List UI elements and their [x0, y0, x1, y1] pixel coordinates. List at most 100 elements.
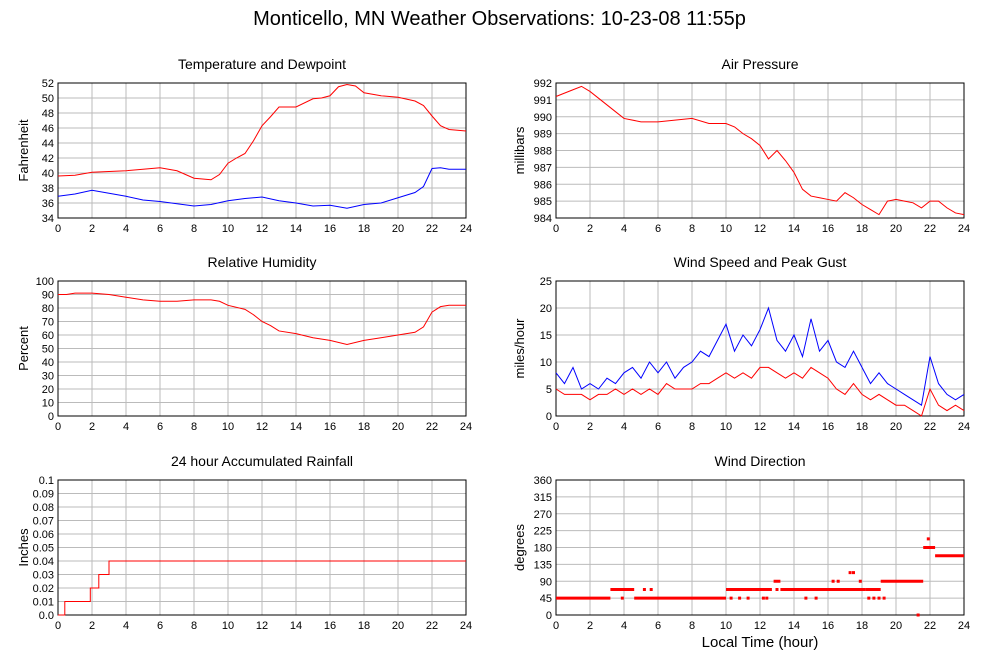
chart-title: Air Pressure	[721, 56, 798, 72]
x-tick-label: 16	[324, 421, 336, 433]
chart-title: Relative Humidity	[208, 254, 317, 270]
x-tick-label: 10	[222, 223, 234, 235]
y-axis-label: miles/hour	[512, 318, 527, 379]
y-tick-label: 270	[534, 509, 552, 521]
x-tick-label: 6	[157, 223, 163, 235]
y-tick-label: 360	[534, 475, 552, 487]
direction-point	[852, 571, 855, 575]
y-tick-label: 48	[42, 108, 54, 120]
y-tick-label: 0.02	[33, 583, 54, 595]
x-tick-label: 8	[689, 223, 695, 235]
direction-point	[761, 596, 765, 600]
y-axis-label: degrees	[512, 524, 527, 571]
y-tick-label: 36	[42, 198, 54, 210]
x-tick-label: 14	[788, 223, 800, 235]
x-tick-label: 24	[460, 620, 472, 632]
x-tick-label: 10	[222, 620, 234, 632]
series-line-0	[58, 292, 466, 345]
y-tick-label: 52	[42, 78, 54, 90]
x-tick-label: 10	[222, 421, 234, 433]
y-axis-label: Inches	[16, 528, 31, 567]
direction-point	[858, 579, 862, 583]
x-tick-label: 6	[655, 421, 661, 433]
plot-frame	[57, 479, 467, 616]
y-tick-label: 992	[534, 78, 552, 90]
x-tick-label: 12	[256, 223, 268, 235]
x-tick-label: 22	[924, 223, 936, 235]
x-tick-label: 18	[856, 421, 868, 433]
x-tick-label: 14	[788, 620, 800, 632]
plot-frame	[555, 479, 965, 616]
y-tick-label: 60	[42, 330, 54, 342]
y-tick-label: 0.04	[33, 556, 54, 568]
y-tick-label: 10	[42, 398, 54, 410]
y-tick-label: 987	[534, 162, 552, 174]
x-tick-label: 24	[958, 223, 970, 235]
x-axis-title: Local Time (hour)	[701, 634, 819, 651]
x-tick-label: 18	[856, 223, 868, 235]
y-tick-label: 0.08	[33, 502, 54, 514]
direction-point	[845, 588, 849, 591]
direction-point	[916, 613, 920, 617]
x-tick-label: 24	[958, 620, 970, 632]
y-axis-label: Fahrenheit	[16, 119, 31, 182]
chart-title: Wind Direction	[714, 453, 805, 469]
x-tick-label: 2	[89, 421, 95, 433]
direction-point	[882, 596, 886, 600]
y-tick-label: 45	[540, 593, 552, 605]
chart-title: Wind Speed and Peak Gust	[674, 254, 847, 270]
direction-point	[814, 596, 818, 600]
x-tick-label: 16	[822, 620, 834, 632]
y-tick-label: 90	[42, 290, 54, 302]
y-tick-label: 0.01	[33, 597, 54, 609]
y-tick-label: 990	[534, 112, 552, 124]
x-tick-label: 14	[290, 223, 302, 235]
x-tick-label: 10	[720, 421, 732, 433]
x-tick-label: 22	[426, 620, 438, 632]
x-tick-label: 18	[358, 223, 370, 235]
y-tick-label: 0.06	[33, 529, 54, 541]
x-tick-label: 4	[621, 620, 627, 632]
y-tick-label: 0	[48, 411, 54, 423]
y-tick-label: 44	[42, 138, 54, 150]
x-tick-label: 4	[621, 223, 627, 235]
y-tick-label: 38	[42, 183, 54, 195]
series-line-1	[57, 167, 466, 209]
direction-point	[926, 537, 930, 541]
x-tick-label: 2	[89, 620, 95, 632]
y-tick-label: 46	[42, 123, 54, 135]
y-tick-label: 42	[42, 153, 54, 165]
y-tick-label: 34	[42, 213, 54, 225]
x-tick-label: 20	[890, 223, 902, 235]
x-tick-label: 0	[55, 620, 61, 632]
series-line-0	[555, 306, 965, 407]
x-tick-label: 22	[924, 620, 936, 632]
x-tick-label: 20	[392, 620, 404, 632]
y-tick-label: 5	[546, 384, 552, 396]
y-tick-label: 40	[42, 168, 54, 180]
y-tick-label: 988	[534, 146, 552, 158]
x-tick-label: 20	[890, 421, 902, 433]
x-tick-label: 0	[55, 223, 61, 235]
x-tick-label: 8	[191, 421, 197, 433]
direction-point	[765, 596, 769, 600]
y-tick-label: 986	[534, 179, 552, 191]
direction-point	[804, 596, 808, 600]
series-line-0	[555, 85, 965, 216]
x-tick-label: 10	[720, 620, 732, 632]
y-tick-label: 80	[42, 303, 54, 315]
chart-title: Temperature and Dewpoint	[178, 56, 346, 72]
x-tick-label: 20	[392, 223, 404, 235]
y-tick-label: 0.0	[39, 610, 54, 622]
x-tick-label: 12	[256, 620, 268, 632]
y-tick-label: 0.07	[33, 516, 54, 528]
x-tick-label: 24	[958, 421, 970, 433]
x-tick-label: 8	[689, 421, 695, 433]
x-tick-label: 16	[324, 223, 336, 235]
y-tick-label: 989	[534, 129, 552, 141]
y-tick-label: 40	[42, 357, 54, 369]
plot-frame	[555, 82, 965, 219]
x-tick-label: 4	[123, 421, 129, 433]
